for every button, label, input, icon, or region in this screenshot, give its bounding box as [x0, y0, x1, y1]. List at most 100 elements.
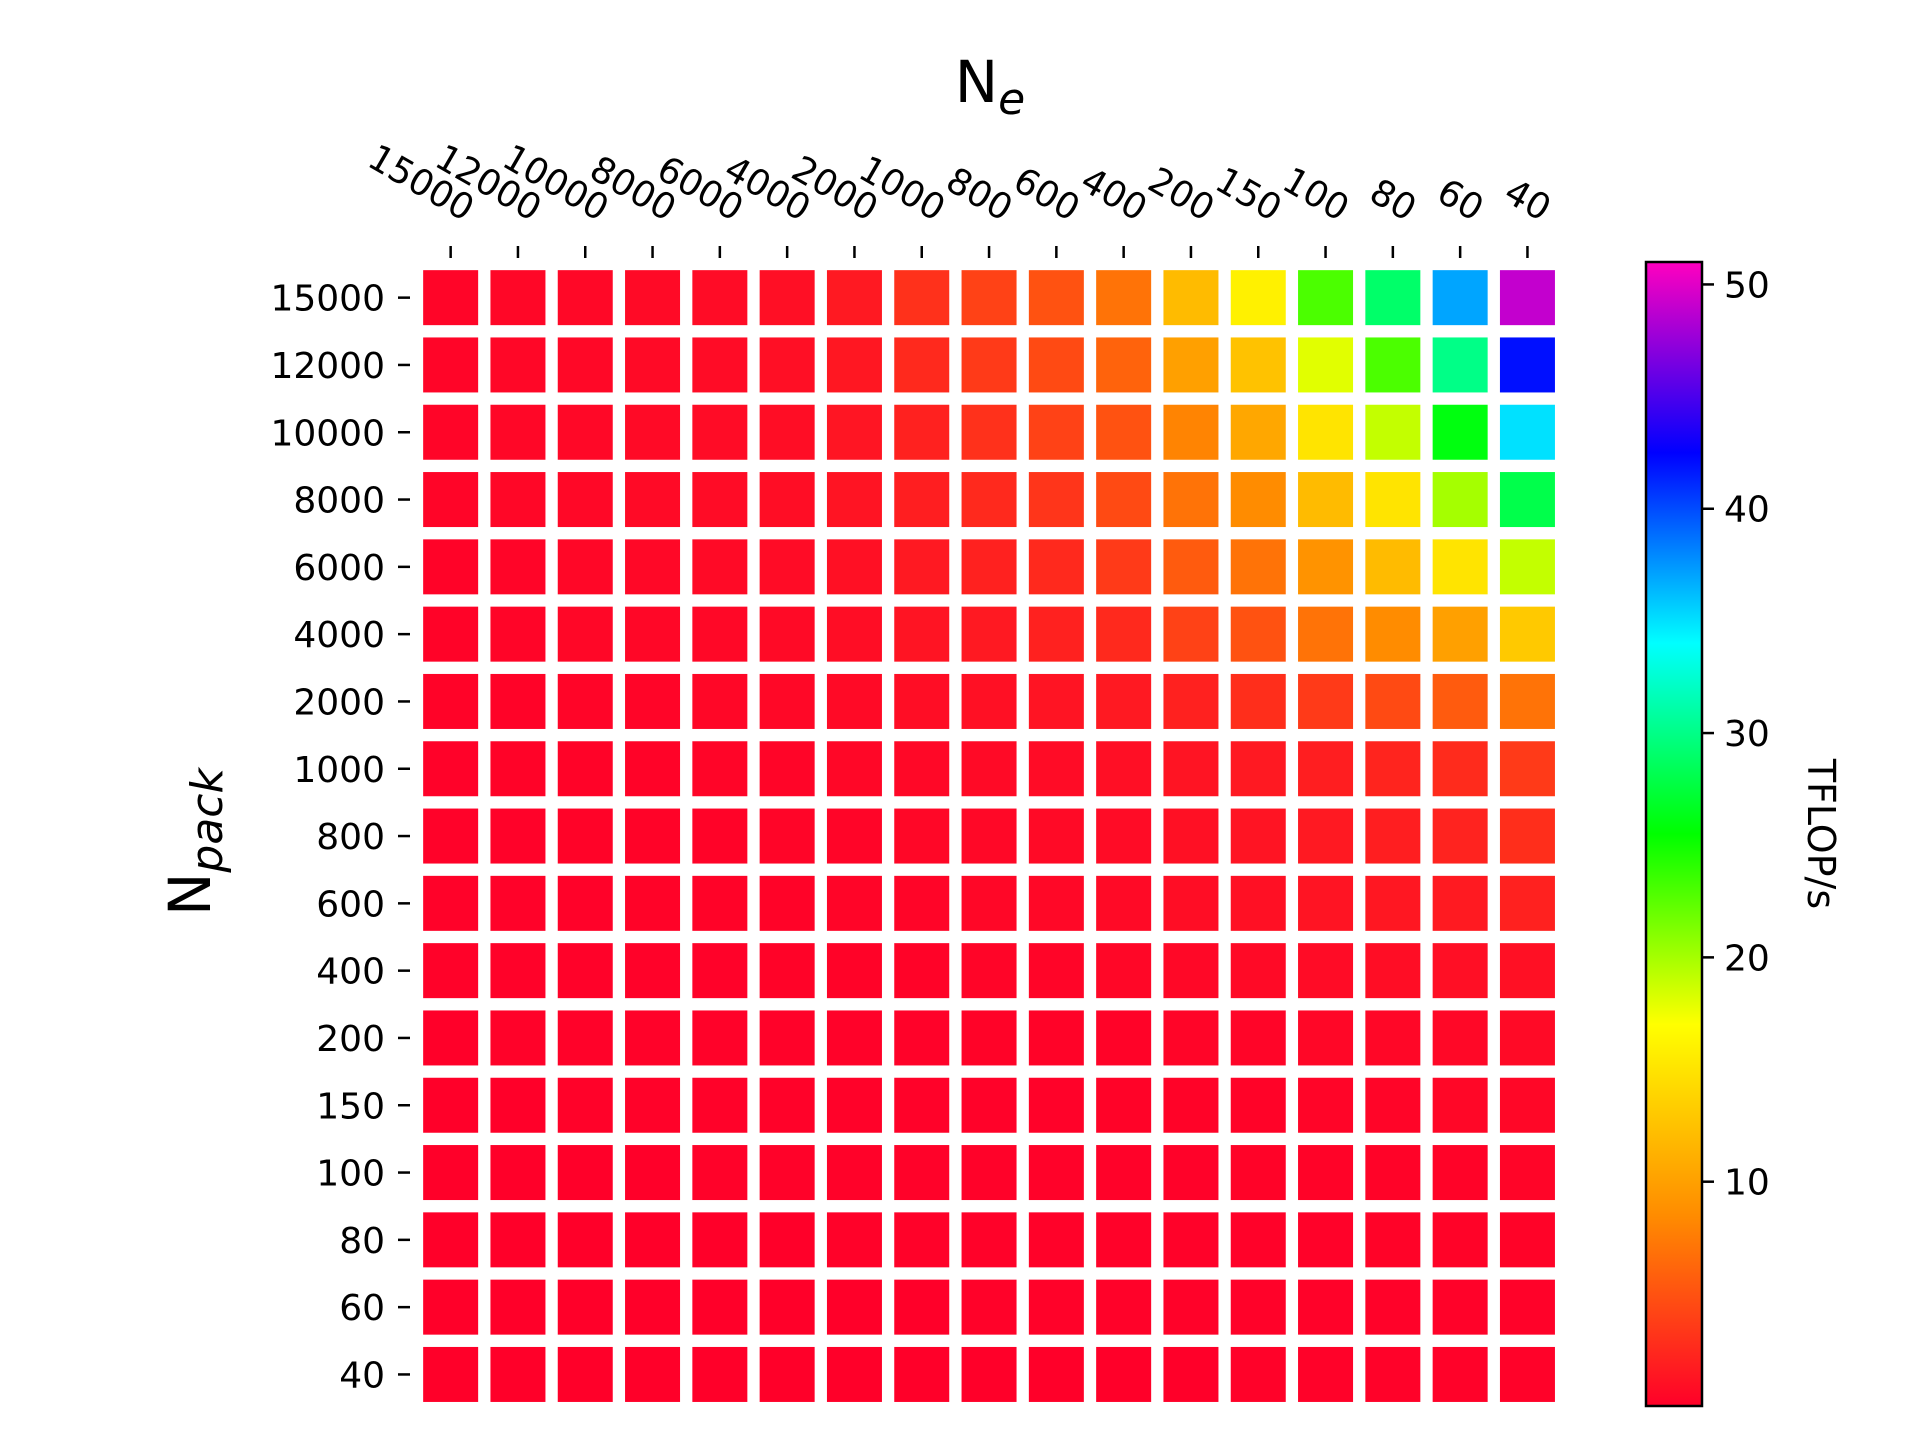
- heatmap-cell: [1096, 472, 1152, 528]
- heatmap-cell: [961, 404, 1017, 460]
- heatmap-cell: [1432, 875, 1488, 931]
- heatmap-cell: [961, 1010, 1017, 1066]
- heatmap-cell: [1298, 1346, 1354, 1402]
- heatmap-cell: [625, 606, 681, 662]
- heatmap-cell: [1163, 741, 1219, 797]
- colorbar-tick-label: 50: [1724, 265, 1770, 306]
- heatmap-cell: [1499, 270, 1555, 326]
- heatmap-cell: [759, 404, 815, 460]
- heatmap-cell: [1096, 606, 1152, 662]
- heatmap-cell: [961, 1212, 1017, 1268]
- heatmap-cell: [1298, 1077, 1354, 1133]
- heatmap-cell: [692, 943, 748, 999]
- heatmap-cell: [1298, 741, 1354, 797]
- heatmap-cell: [1432, 1077, 1488, 1133]
- heatmap-cell: [894, 539, 950, 595]
- heatmap-cell: [759, 1145, 815, 1201]
- heatmap-cell: [1096, 404, 1152, 460]
- colorbar-gradient: [1644, 260, 1704, 1408]
- heatmap-cell: [1230, 606, 1286, 662]
- heatmap-cell: [1230, 1279, 1286, 1335]
- heatmap-cell: [894, 1010, 950, 1066]
- heatmap-cell: [1163, 943, 1219, 999]
- heatmap-cell: [490, 875, 546, 931]
- heatmap-cell: [1230, 1212, 1286, 1268]
- heatmap-cell: [1028, 1346, 1084, 1402]
- heatmap-cell: [1096, 1279, 1152, 1335]
- heatmap-cell: [894, 1212, 950, 1268]
- heatmap-cell: [1230, 1346, 1286, 1402]
- x-tick-label: 60: [1430, 171, 1490, 229]
- heatmap-cell: [423, 1077, 479, 1133]
- heatmap-cell: [1432, 741, 1488, 797]
- heatmap-cell: [1163, 1346, 1219, 1402]
- heatmap-cell: [423, 875, 479, 931]
- heatmap-cell: [1230, 404, 1286, 460]
- y-tick-label: 15000: [270, 279, 385, 320]
- heatmap-cell: [894, 808, 950, 864]
- heatmap-cell: [826, 337, 882, 393]
- heatmap-cell: [759, 808, 815, 864]
- heatmap-cell: [1163, 1077, 1219, 1133]
- heatmap-cell: [692, 606, 748, 662]
- heatmap-cell: [826, 1010, 882, 1066]
- heatmap-cell: [557, 1077, 613, 1133]
- heatmap-cell: [1096, 270, 1152, 326]
- heatmap-cell: [826, 943, 882, 999]
- heatmap-cell: [826, 606, 882, 662]
- heatmap-cell: [625, 1212, 681, 1268]
- heatmap-cell: [1432, 1212, 1488, 1268]
- heatmap-cell: [1298, 875, 1354, 931]
- colorbar: 10 20 30 40 50 TFLOP/s: [1644, 260, 1843, 1408]
- heatmap-cell: [423, 270, 479, 326]
- heatmap-cell: [1298, 472, 1354, 528]
- heatmap-cell: [1365, 741, 1421, 797]
- heatmap-cell: [1298, 606, 1354, 662]
- heatmap-cell: [1230, 741, 1286, 797]
- heatmap-cell: [1365, 606, 1421, 662]
- heatmap-cell: [1163, 875, 1219, 931]
- heatmap-cell: [1096, 1212, 1152, 1268]
- heatmap-cell: [1028, 673, 1084, 729]
- heatmap-cell: [1432, 943, 1488, 999]
- heatmap-cell: [625, 1145, 681, 1201]
- heatmap-cell: [826, 270, 882, 326]
- x-axis-title-base: N: [955, 48, 998, 116]
- heatmap-cell: [1096, 875, 1152, 931]
- heatmap-cell: [1028, 472, 1084, 528]
- heatmap-cell: [557, 943, 613, 999]
- heatmap-cell: [1298, 404, 1354, 460]
- heatmap-cell: [1365, 270, 1421, 326]
- heatmap-cell: [1432, 1145, 1488, 1201]
- heatmap-cell: [1365, 875, 1421, 931]
- heatmap-cell: [826, 404, 882, 460]
- heatmap-cell: [1432, 1346, 1488, 1402]
- heatmap-cell: [1432, 404, 1488, 460]
- heatmap-cell: [1499, 337, 1555, 393]
- heatmap-cell: [625, 673, 681, 729]
- heatmap-cell: [692, 472, 748, 528]
- heatmap-cell: [759, 741, 815, 797]
- heatmap-cell: [1499, 472, 1555, 528]
- heatmap-cell: [692, 808, 748, 864]
- y-axis-title: Npack: [156, 767, 233, 916]
- heatmap-cell: [1028, 1010, 1084, 1066]
- heatmap-cell: [423, 1212, 479, 1268]
- heatmap-cell: [1432, 808, 1488, 864]
- heatmap-cell: [961, 270, 1017, 326]
- heatmap-cell: [1365, 943, 1421, 999]
- heatmap-cell: [490, 1212, 546, 1268]
- heatmap-cell: [1432, 539, 1488, 595]
- heatmap-cell: [1230, 1010, 1286, 1066]
- y-tick-label: 6000: [293, 548, 385, 589]
- heatmap-cell: [490, 1145, 546, 1201]
- heatmap-cell: [423, 741, 479, 797]
- heatmap-cell: [894, 875, 950, 931]
- heatmap-cell: [1028, 943, 1084, 999]
- heatmap-cell: [557, 741, 613, 797]
- heatmap-cell: [826, 472, 882, 528]
- heatmap-cell: [961, 875, 1017, 931]
- heatmap-cell: [1163, 1145, 1219, 1201]
- heatmap-cell: [692, 673, 748, 729]
- x-axis-title: Ne: [955, 48, 1025, 125]
